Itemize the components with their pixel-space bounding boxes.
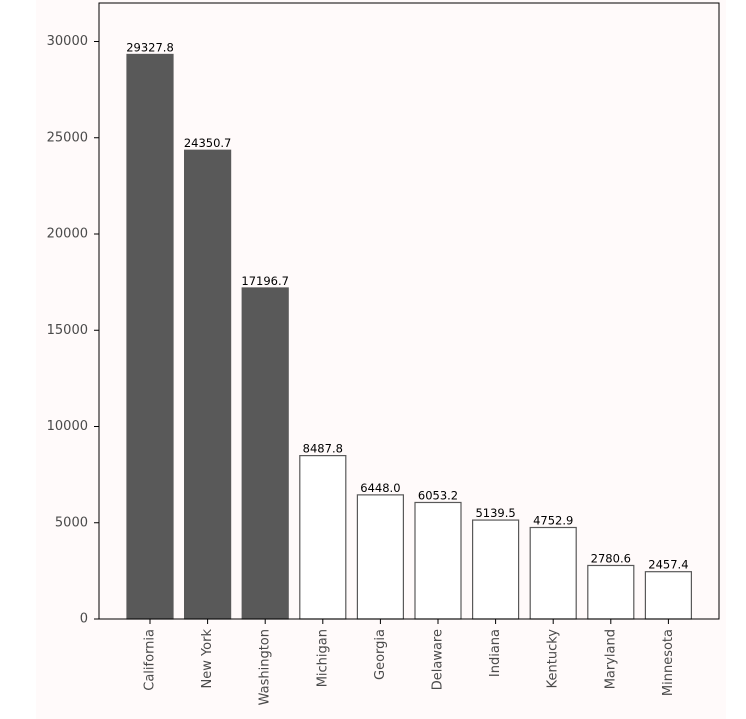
x-tick-label: Georgia bbox=[373, 629, 388, 680]
bar-maryland bbox=[587, 564, 635, 620]
bar-value-label: 4752.9 bbox=[533, 514, 573, 528]
bar-value-label: 8487.8 bbox=[303, 442, 343, 456]
x-tick-label: California bbox=[143, 629, 158, 691]
y-tick-label: 25000 bbox=[47, 130, 88, 145]
bar-new-york bbox=[184, 149, 232, 620]
x-tick-label: Kentucky bbox=[546, 629, 561, 689]
bar-kentucky bbox=[529, 526, 577, 620]
bar-value-label: 2780.6 bbox=[591, 551, 631, 565]
x-tick-label: New York bbox=[200, 629, 215, 689]
y-tick-label: 20000 bbox=[47, 227, 88, 242]
bar-georgia bbox=[356, 494, 404, 620]
x-tick-label: Washington bbox=[258, 629, 273, 705]
bar-washington bbox=[241, 287, 289, 620]
y-tick-label: 5000 bbox=[55, 515, 88, 530]
bar-value-label: 29327.8 bbox=[126, 40, 174, 54]
bar-michigan bbox=[299, 455, 347, 620]
y-tick-label: 30000 bbox=[47, 34, 88, 49]
bar-value-label: 6053.2 bbox=[418, 488, 458, 502]
bar-value-label: 6448.0 bbox=[360, 481, 400, 495]
bar-value-label: 2457.4 bbox=[648, 558, 688, 572]
y-axis: 0 5000 10000 15000 20000 25000 30000 bbox=[47, 34, 99, 627]
y-tick-label: 0 bbox=[80, 612, 88, 627]
bar-value-label: 17196.7 bbox=[241, 274, 289, 288]
x-tick-label: Minnesota bbox=[661, 629, 676, 696]
x-tick-label: Maryland bbox=[603, 629, 618, 689]
bar-california bbox=[126, 53, 174, 620]
x-axis: California New York Washington Michigan Geor… bbox=[143, 619, 676, 705]
bar-value-labels: 29327.8 24350.7 17196.7 8487.8 6448.0 6053.2 5… bbox=[126, 40, 688, 571]
plot-frame bbox=[98, 2, 720, 620]
bars-group bbox=[126, 53, 693, 620]
bar-indiana bbox=[472, 519, 520, 620]
y-tick-label: 15000 bbox=[47, 323, 88, 338]
x-tick-label: Indiana bbox=[488, 629, 503, 677]
bar-value-label: 5139.5 bbox=[475, 506, 515, 520]
y-tick-label: 10000 bbox=[47, 419, 88, 434]
bar-value-label: 24350.7 bbox=[184, 136, 232, 150]
x-tick-label: Michigan bbox=[315, 629, 330, 687]
bar-delaware bbox=[414, 501, 462, 620]
bar-minnesota bbox=[644, 571, 693, 620]
x-tick-label: Delaware bbox=[431, 629, 446, 690]
